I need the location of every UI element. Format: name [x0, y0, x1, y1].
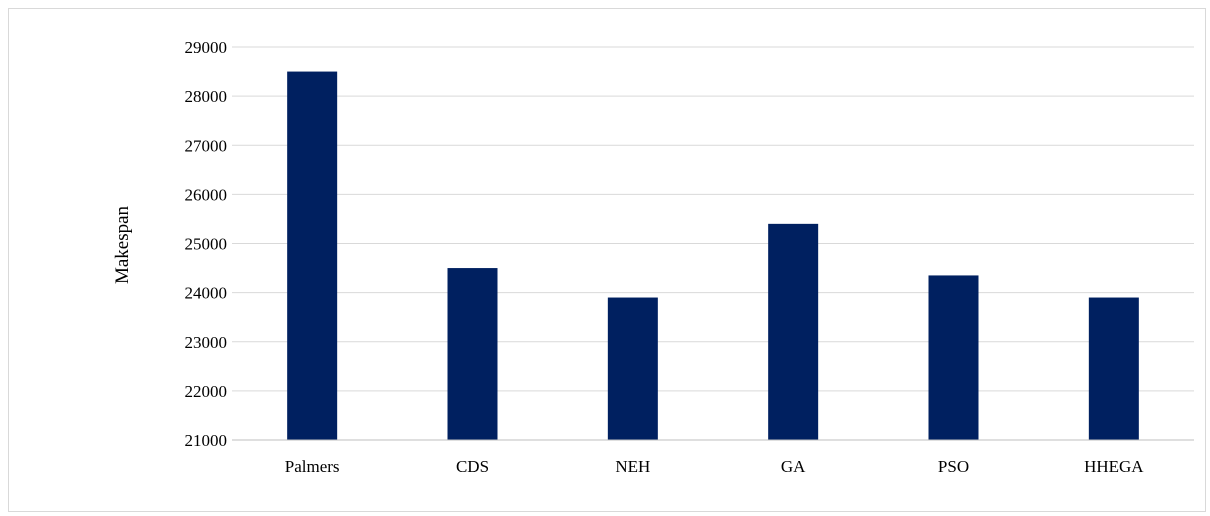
x-category-label: Palmers: [285, 457, 340, 476]
x-category-label: NEH: [615, 457, 650, 476]
y-tick-label: 26000: [185, 185, 228, 204]
bar-cds: [447, 268, 498, 440]
gridlines: [232, 46, 1194, 392]
bar-ga: [768, 223, 819, 440]
x-category-label: PSO: [938, 457, 969, 476]
y-tick-label: 21000: [185, 431, 228, 450]
y-tick-label: 29000: [185, 38, 228, 57]
bar-pso: [928, 275, 979, 440]
x-category-label: HHEGA: [1084, 457, 1144, 476]
bar-palmers: [287, 71, 338, 440]
y-axis-title: Makespan: [112, 205, 133, 284]
x-category-label: GA: [781, 457, 806, 476]
y-tick-label: 25000: [185, 235, 228, 254]
y-tick-label: 22000: [185, 382, 228, 401]
x-category-label: CDS: [456, 457, 489, 476]
x-category-labels: Palmers CDS NEH GA PSO HHEGA: [285, 457, 1145, 476]
y-tick-labels: 21000 22000 23000 24000 25000 26000 27000 28000…: [185, 38, 228, 450]
y-tick-label: 24000: [185, 284, 228, 303]
bar-neh: [607, 297, 658, 440]
bars: [287, 71, 1139, 440]
y-tick-label: 27000: [185, 136, 228, 155]
y-tick-label: 23000: [185, 333, 228, 352]
bar-hhega: [1088, 297, 1139, 440]
chart-frame: [8, 8, 1206, 512]
y-tick-label: 28000: [185, 87, 228, 106]
